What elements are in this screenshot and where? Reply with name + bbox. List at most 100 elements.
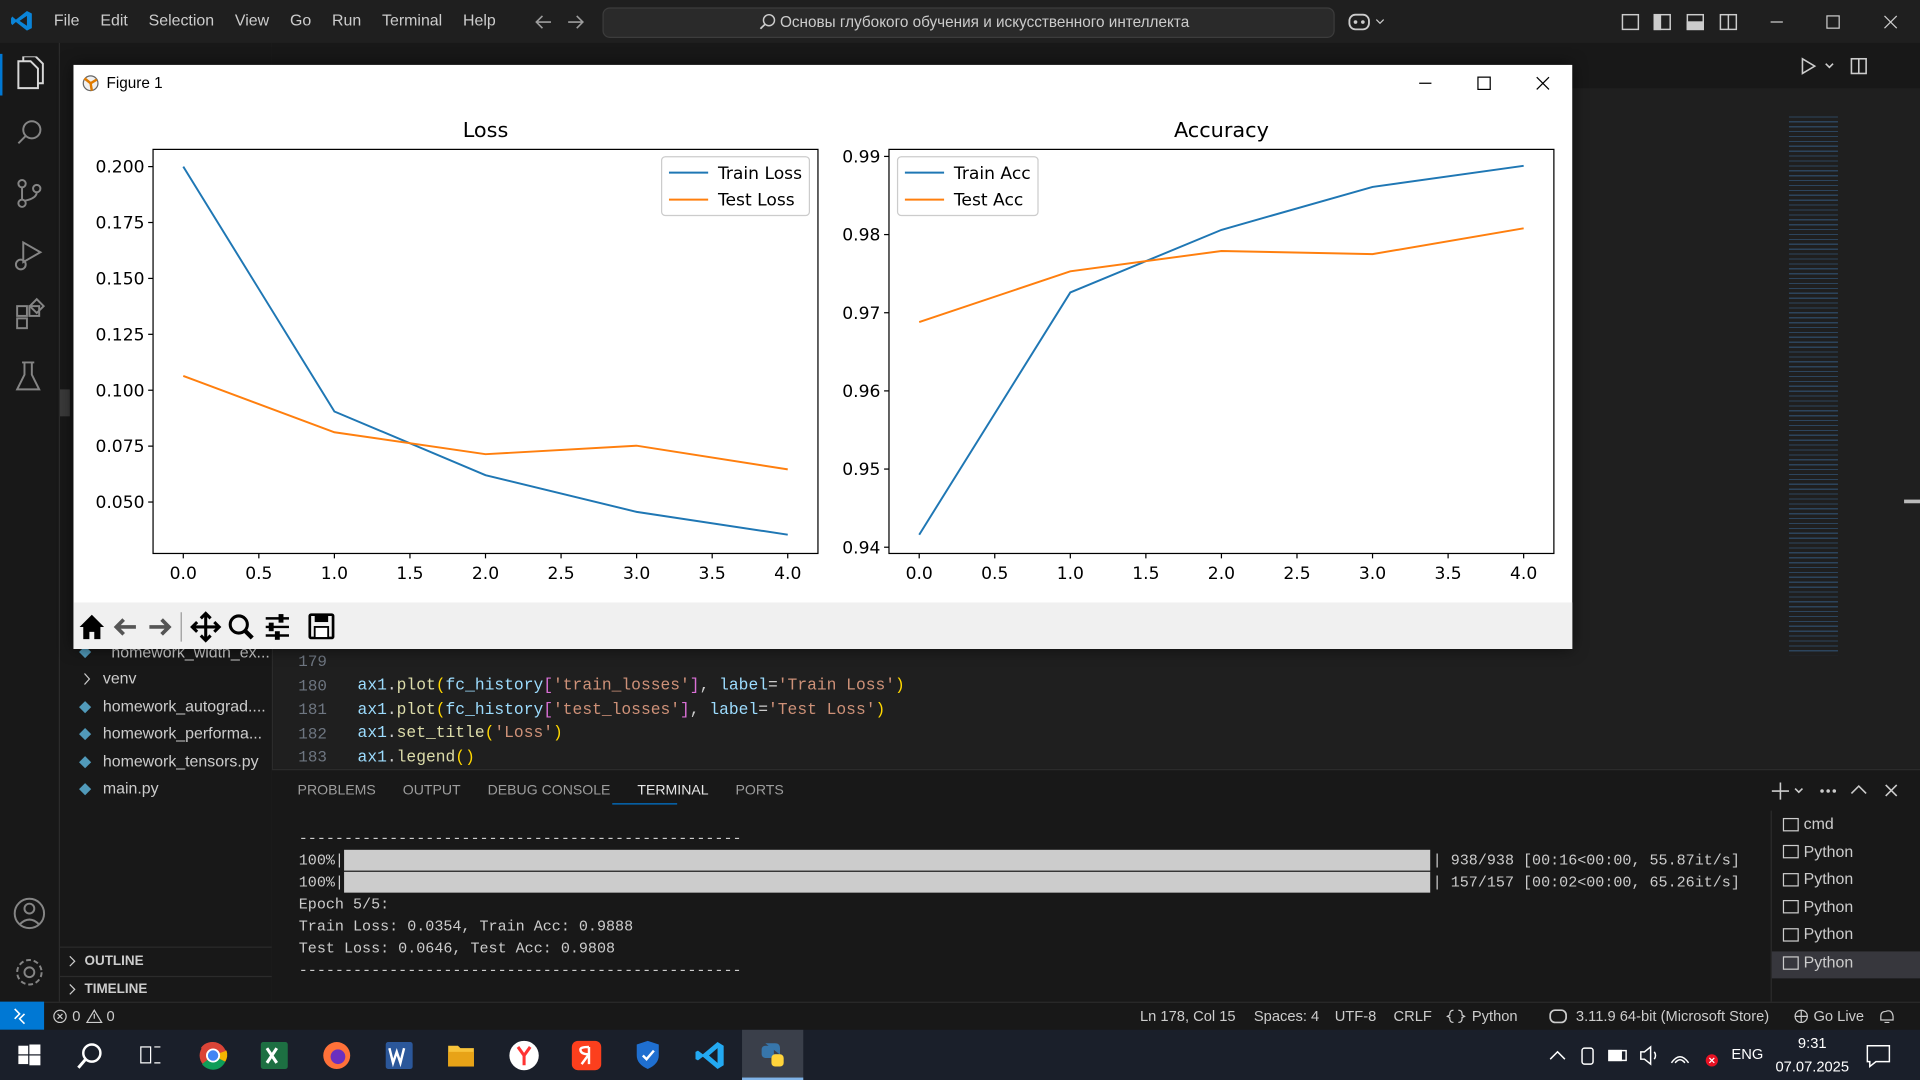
file-item[interactable]: homework_performa... — [102, 723, 263, 743]
code-token: . — [386, 675, 397, 695]
y-tick-label: 0.96 — [842, 382, 880, 402]
panel-tab[interactable]: TERMINAL — [637, 783, 709, 799]
panel-actions[interactable] — [1768, 780, 1905, 802]
clock-date[interactable]: 07.07.2025 — [1775, 1057, 1850, 1076]
code-token — [709, 676, 719, 694]
terminal-entry[interactable]: Python — [1782, 925, 1853, 945]
terminal-entry[interactable]: cmd — [1782, 814, 1834, 834]
menu-item[interactable]: File — [53, 11, 80, 30]
language-mode[interactable]: Python — [1471, 1007, 1518, 1025]
line-number: 181 — [298, 700, 327, 719]
terminal-entry[interactable]: Python — [1782, 841, 1854, 862]
nav-arrows[interactable] — [531, 11, 590, 33]
code-token: [ — [543, 699, 554, 719]
y-tick-label: 0.94 — [842, 538, 880, 558]
terminal-line: ----------------------------------------… — [298, 830, 742, 848]
encoding[interactable]: UTF-8 — [1334, 1007, 1377, 1025]
cursor-position[interactable]: Ln 178, Col 15 — [1140, 1007, 1236, 1025]
divider — [1770, 810, 1772, 1002]
y-tick-label: 0.98 — [842, 226, 880, 246]
activity-bar — [0, 42, 60, 1002]
x-tick-label: 1.5 — [1132, 564, 1159, 584]
code-token: plot — [396, 699, 436, 719]
series-line — [182, 375, 788, 471]
panel-tab[interactable]: PROBLEMS — [297, 783, 376, 799]
warning-count[interactable]: 0 — [106, 1007, 115, 1025]
notifications[interactable] — [1864, 1042, 1893, 1069]
x-tick-label: 3.0 — [623, 564, 650, 584]
x-tick-label: 0.0 — [170, 564, 197, 584]
y-tick-label: 0.175 — [95, 214, 144, 234]
code-token: ) — [875, 699, 886, 719]
panel-tab[interactable]: OUTPUT — [402, 783, 461, 799]
terminal-name: Python — [1803, 841, 1854, 861]
code-token: . — [386, 699, 397, 719]
legend-frame — [661, 156, 810, 217]
menu-item[interactable]: Go — [289, 11, 312, 30]
line-number: 180 — [298, 676, 327, 695]
toolbar-buttons[interactable] — [73, 607, 355, 646]
section-chevrons — [69, 955, 76, 995]
terminal-line: Epoch 5/5: — [298, 896, 390, 914]
file-item[interactable]: homework_autograd.... — [102, 696, 266, 716]
error-count[interactable]: 0 — [72, 1007, 81, 1025]
section-header[interactable]: TIMELINE — [84, 982, 148, 997]
terminal-entry[interactable]: Python — [1782, 953, 1853, 973]
panel-tab[interactable]: PORTS — [735, 783, 784, 799]
input-language[interactable]: ENG — [1731, 1045, 1764, 1063]
menu-item[interactable]: Edit — [100, 11, 128, 30]
eol[interactable]: CRLF — [1393, 1007, 1432, 1025]
system-tray[interactable] — [1545, 1042, 1729, 1069]
code-token: ] — [689, 675, 700, 695]
code-token: 'Test Loss' — [768, 699, 876, 719]
command-center[interactable] — [602, 7, 1335, 38]
taskbar-apps[interactable] — [0, 1030, 808, 1080]
code-line: ax1.plot(fc_history['train_losses'], lab… — [358, 673, 905, 697]
terminal-line: | 938/938 [00:16<00:00, 55.87it/s] — [1432, 852, 1740, 870]
minimap-lines — [1788, 116, 1838, 656]
terminal-line: ----------------------------------------… — [298, 962, 742, 980]
menu-item[interactable]: Run — [332, 11, 362, 30]
code-token: ( — [455, 747, 466, 766]
interpreter[interactable]: 3.11.9 64-bit (Microsoft Store) — [1575, 1007, 1770, 1025]
scrollbar — [60, 389, 70, 417]
terminal-line: Test Loss: 0.0646, Test Acc: 0.9808 — [298, 940, 616, 958]
x-tick-label: 1.0 — [1057, 564, 1084, 584]
x-tick-label: 2.5 — [1283, 564, 1310, 584]
file-item[interactable]: main.py — [102, 778, 159, 798]
code-token: fc_history — [445, 675, 544, 695]
code-line: ax1.set_title('Loss') — [358, 721, 905, 745]
terminal-name: Python — [1803, 897, 1854, 916]
layout-icons[interactable] — [1619, 11, 1741, 33]
status-icons-end — [1794, 1009, 1894, 1024]
file-item[interactable]: homework_tensors.py — [102, 751, 259, 771]
folder-item[interactable]: venv — [102, 668, 137, 687]
section-header[interactable]: OUTLINE — [84, 953, 144, 969]
menu-item[interactable]: Selection — [148, 11, 215, 30]
y-tick-label: 0.97 — [842, 304, 880, 324]
go-live[interactable]: Go Live — [1813, 1007, 1865, 1025]
editor-actions[interactable] — [1795, 54, 1881, 78]
menu-item[interactable]: Terminal — [382, 11, 443, 30]
panel-tab[interactable]: DEBUG CONSOLE — [487, 783, 611, 799]
code-token: 'Loss' — [494, 723, 554, 743]
code-token: 'test_losses' — [553, 699, 681, 719]
account-settings-icons[interactable] — [12, 894, 49, 992]
menu-item[interactable]: View — [234, 11, 270, 30]
indentation[interactable]: Spaces: 4 — [1253, 1007, 1320, 1025]
window-controls[interactable] — [1763, 9, 1910, 36]
menu-item[interactable]: Help — [463, 11, 496, 30]
legend-label: Test Acc — [953, 191, 1023, 211]
code-token: ) — [553, 723, 563, 743]
terminal-entry[interactable]: Python — [1782, 897, 1854, 917]
status-bar — [0, 1001, 1920, 1032]
active-indicator — [0, 53, 3, 96]
terminal-entry[interactable]: Python — [1782, 870, 1853, 890]
figure-window-controls[interactable] — [1408, 70, 1561, 97]
code-token: 'train_losses' — [553, 675, 690, 695]
code-line: ax1.plot(fc_history['test_losses'], labe… — [358, 697, 905, 721]
copilot-icon[interactable] — [1347, 11, 1389, 33]
activity-icons[interactable] — [12, 56, 49, 399]
series-line — [918, 227, 1524, 324]
clock-time[interactable]: 9:31 — [1797, 1034, 1827, 1052]
